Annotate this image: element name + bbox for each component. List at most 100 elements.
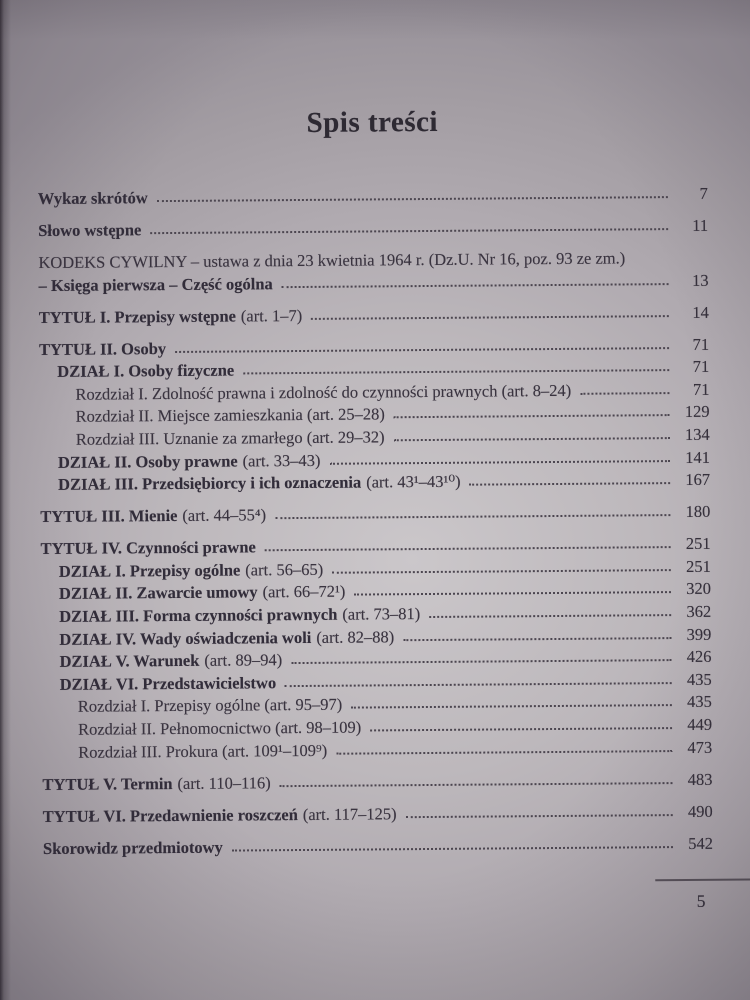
toc-entry-title: DZIAŁ II. Osoby prawne xyxy=(57,451,238,472)
toc-entry: TYTUŁ II. Osoby 71 xyxy=(39,334,710,358)
toc-entry-text: TYTUŁ V. Termin (art. 110–116) xyxy=(42,773,270,794)
toc-entry-page-number: 483 xyxy=(687,769,713,789)
toc-entry: TYTUŁ IV. Czynności prawne 251 xyxy=(40,533,711,559)
dot-leader xyxy=(156,196,668,203)
toc-entry-page-number: 435 xyxy=(687,692,712,712)
dot-leader xyxy=(291,659,672,665)
toc-entry-page-number: 180 xyxy=(685,501,711,522)
toc-entry-page-number: 71 xyxy=(692,356,710,377)
toc-entry-text: DZIAŁ III. Forma czynności prawnych (art.… xyxy=(59,604,420,626)
toc-entry-title: Skorowidz przedmiotowy xyxy=(42,837,223,858)
toc-entry-text: Rozdział II. Miejsce zamieszkania (art. … xyxy=(76,405,385,426)
toc-entry-text: Skorowidz przedmiotowy xyxy=(42,837,223,858)
toc-entry-page-number: 251 xyxy=(685,533,711,554)
dot-leader xyxy=(393,414,670,419)
toc-entry-title: DZIAŁ V. Warunek xyxy=(59,650,200,672)
toc-entry: DZIAŁ VI. Przedstawicielstwo 435 xyxy=(42,669,712,694)
toc-entry-title: TYTUŁ VI. Przedawnienie roszczeń xyxy=(42,804,298,826)
toc-entry-detail: Rozdział I. Przepisy ogólne (art. 95–97) xyxy=(77,694,343,717)
toc-list: Wykaz skrótów 7 Słowo wstępne 11 KODEKS … xyxy=(37,184,713,858)
footer-rule xyxy=(655,877,750,881)
toc-entry: Wykaz skrótów 7 xyxy=(37,184,708,209)
toc-entry: DZIAŁ III. Forma czynności prawnych (art.… xyxy=(41,602,711,626)
toc-entry-detail: (art. 1–7) xyxy=(240,305,303,326)
toc-entry-title: DZIAŁ I. Osoby fizyczne xyxy=(57,360,235,382)
dot-leader xyxy=(279,781,673,787)
toc-entry-detail: (art. 43¹–43¹⁰) xyxy=(366,471,461,492)
dot-leader xyxy=(264,546,671,552)
dot-leader xyxy=(370,726,673,732)
toc-entry-page-number: 141 xyxy=(685,447,711,467)
toc-entry-text: DZIAŁ II. Osoby prawne (art. 33–43) xyxy=(57,450,321,472)
toc-entry-page-number: 473 xyxy=(687,737,713,757)
toc-entry-title: TYTUŁ I. Przepisy wstępne xyxy=(38,306,236,327)
toc-entry-detail: Rozdział II. Pełnomocnictwo (art. 98–109… xyxy=(77,717,362,739)
toc-entry: DZIAŁ I. Przepisy ogólne (art. 56–65) 251 xyxy=(41,556,711,581)
dot-leader xyxy=(393,437,670,442)
toc-entry-title: – Księga pierwsza – Część ogólna xyxy=(38,273,273,295)
toc-entry-title: Słowo wstępne xyxy=(38,220,142,241)
dot-leader xyxy=(281,282,669,288)
toc-entry-page-number: 435 xyxy=(686,669,712,689)
toc-entry-text: Słowo wstępne xyxy=(38,220,142,241)
toc-entry-title: DZIAŁ II. Zawarcie umowy xyxy=(58,582,258,604)
toc-entry-page-number: 251 xyxy=(685,556,711,576)
dot-leader xyxy=(429,614,672,618)
toc-entry-text: DZIAŁ III. Przedsiębiorcy i ich oznaczen… xyxy=(58,471,461,495)
toc-entry: DZIAŁ II. Zawarcie umowy (art. 66–72¹) 32… xyxy=(41,579,711,604)
toc-entry-text: TYTUŁ I. Przepisy wstępne (art. 1–7) xyxy=(38,305,303,327)
toc-entry: Rozdział I. Zdolność prawna i zdolność d… xyxy=(39,379,710,404)
dot-leader xyxy=(351,704,672,709)
toc-entry-title: TYTUŁ III. Mienie xyxy=(40,506,178,527)
toc-entry: DZIAŁ III. Przedsiębiorcy i ich oznaczen… xyxy=(40,469,711,495)
toc-entry-page-number: 71 xyxy=(692,334,710,354)
toc-entry-text: DZIAŁ V. Warunek (art. 89–94) xyxy=(59,650,283,672)
toc-entry-detail: (art. 66–72¹) xyxy=(262,581,346,602)
toc-entry: TYTUŁ III. Mienie (art. 44–55⁴) 180 xyxy=(40,501,711,527)
dot-leader xyxy=(580,391,670,395)
toc-entry-text: DZIAŁ II. Zawarcie umowy (art. 66–72¹) xyxy=(58,581,346,604)
toc-entry-detail: KODEKS CYWILNY – ustawa z dnia 23 kwietn… xyxy=(38,248,626,273)
toc-entry-text: DZIAŁ I. Przepisy ogólne (art. 56–65) xyxy=(58,560,323,581)
toc-entry-page-number: 11 xyxy=(692,215,709,235)
toc-entry: DZIAŁ V. Warunek (art. 89–94) 426 xyxy=(41,646,712,672)
dot-leader xyxy=(354,591,672,596)
toc-entry: DZIAŁ I. Osoby fizyczne 71 xyxy=(39,356,710,382)
dot-leader xyxy=(175,346,670,353)
toc-entry-page-number: 134 xyxy=(684,424,710,444)
toc-entry-text: – Księga pierwsza – Część ogólna xyxy=(38,273,273,295)
toc-entry-title: TYTUŁ IV. Czynności prawne xyxy=(40,537,256,559)
toc-entry: Słowo wstępne 11 xyxy=(38,215,709,241)
dot-leader xyxy=(336,749,673,755)
toc-entry-title: DZIAŁ III. Przedsiębiorcy i ich oznaczen… xyxy=(58,472,362,495)
dot-leader xyxy=(403,636,672,641)
toc-entry-text: TYTUŁ VI. Przedawnienie roszczeń (art. 11… xyxy=(42,804,397,826)
toc-entry-text: Rozdział I. Zdolność prawna i zdolność d… xyxy=(75,380,572,404)
toc-entry-text: DZIAŁ VI. Przedstawicielstwo xyxy=(60,673,277,694)
toc-entry: Rozdział II. Pełnomocnictwo (art. 98–109… xyxy=(42,715,712,739)
toc-entry: TYTUŁ I. Przepisy wstępne (art. 1–7) 14 xyxy=(38,302,709,327)
dot-leader xyxy=(329,459,670,465)
toc-entry-page-number: 167 xyxy=(685,469,711,490)
toc-entry: TYTUŁ V. Termin (art. 110–116) 483 xyxy=(42,769,713,794)
toc-entry-text: Wykaz skrótów xyxy=(37,188,148,209)
toc-entry-detail: Rozdział I. Zdolność prawna i zdolność d… xyxy=(75,380,572,404)
dot-leader xyxy=(469,482,671,486)
toc-entry-text: KODEKS CYWILNY – ustawa z dnia 23 kwietn… xyxy=(38,248,626,273)
toc-entry-title: Wykaz skrótów xyxy=(37,188,148,209)
toc-entry-page-number: 71 xyxy=(692,379,710,399)
toc-entry: KODEKS CYWILNY – ustawa z dnia 23 kwietn… xyxy=(38,248,708,273)
toc-entry-page-number: 426 xyxy=(686,646,712,667)
toc-entry: DZIAŁ II. Osoby prawne (art. 33–43) 141 xyxy=(40,447,711,472)
toc-entry: Skorowidz przedmiotowy 542 xyxy=(42,833,713,858)
toc-entry-title: DZIAŁ I. Przepisy ogólne xyxy=(58,560,241,581)
dot-leader xyxy=(231,845,674,852)
toc-entry-text: TYTUŁ III. Mienie (art. 44–55⁴) xyxy=(40,505,266,527)
toc-entry: Rozdział III. Uznanie za zmarłego (art. … xyxy=(40,424,710,449)
toc-entry-page-number: 399 xyxy=(686,624,712,644)
toc-entry-text: TYTUŁ IV. Czynności prawne xyxy=(40,537,256,559)
toc-entry-detail: (art. 89–94) xyxy=(204,650,283,670)
page-content: Spis treści Wykaz skrótów 7 Słowo wstępn… xyxy=(37,106,750,910)
toc-entry-page-number: 490 xyxy=(687,801,713,821)
